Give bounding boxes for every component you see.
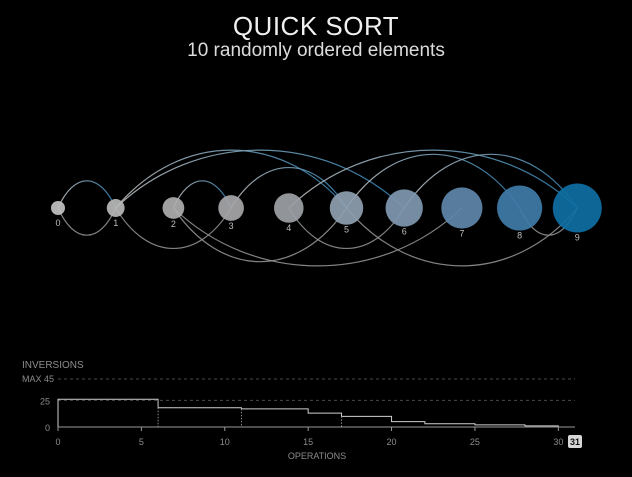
swap-arc xyxy=(172,207,347,263)
y-tick-label: 0 xyxy=(45,423,50,433)
swap-arc xyxy=(115,207,232,250)
element-label: 9 xyxy=(575,233,580,243)
swap-arc xyxy=(115,149,405,209)
x-tick-label: 20 xyxy=(387,437,397,447)
element-label: 7 xyxy=(459,229,464,239)
swap-arc xyxy=(288,149,578,209)
swap-arc xyxy=(115,149,347,209)
x-axis-label: OPERATIONS xyxy=(288,451,346,461)
element-label: 6 xyxy=(402,227,407,237)
inversions-step-line xyxy=(57,398,575,428)
x-tick-label: 30 xyxy=(553,437,563,447)
swap-arc xyxy=(346,153,521,209)
element-node xyxy=(385,189,423,227)
swap-arc xyxy=(403,153,578,209)
element-label: 2 xyxy=(171,219,176,229)
x-tick-label: 25 xyxy=(470,437,480,447)
x-tick-label: 0 xyxy=(55,437,60,447)
element-label: 8 xyxy=(517,231,522,241)
element-label: 5 xyxy=(344,225,349,235)
element-node xyxy=(441,187,483,229)
swap-arc xyxy=(346,207,578,267)
x-tick-label: 10 xyxy=(220,437,230,447)
element-node xyxy=(329,191,364,225)
element-nodes: 0 1 2 3 4 5 6 7 8 9 xyxy=(51,183,602,243)
max-label: MAX 45 xyxy=(22,374,54,384)
swap-arc xyxy=(288,207,405,250)
current-operation-label: 31 xyxy=(570,437,580,447)
x-tick-label: 15 xyxy=(303,437,313,447)
current-operation-badge xyxy=(568,435,582,448)
inversions-chart: INVERSIONS MAX 45 25 00 5 10 15 20 25 30 31 OPERATI… xyxy=(22,360,582,461)
element-node xyxy=(552,183,602,233)
x-tick-label: 5 xyxy=(139,437,144,447)
element-node xyxy=(218,195,244,221)
element-node xyxy=(162,197,185,219)
element-label: 4 xyxy=(286,223,291,233)
page-title: QUICK SORT xyxy=(232,11,400,41)
element-label: 1 xyxy=(113,218,118,228)
swap-arc xyxy=(172,207,463,267)
swap-arc xyxy=(230,166,348,209)
inversions-title: INVERSIONS xyxy=(22,360,84,371)
swap-arc xyxy=(57,180,117,209)
element-node xyxy=(106,199,125,217)
element-node xyxy=(274,193,304,223)
y-tick-label: 25 xyxy=(40,396,50,406)
element-node xyxy=(497,185,543,231)
swap-arcs xyxy=(57,149,578,267)
element-label: 0 xyxy=(55,218,60,228)
element-node xyxy=(51,201,65,215)
swap-arc xyxy=(57,207,117,236)
element-label: 3 xyxy=(229,221,234,231)
page-subtitle: 10 randomly ordered elements xyxy=(187,40,445,61)
